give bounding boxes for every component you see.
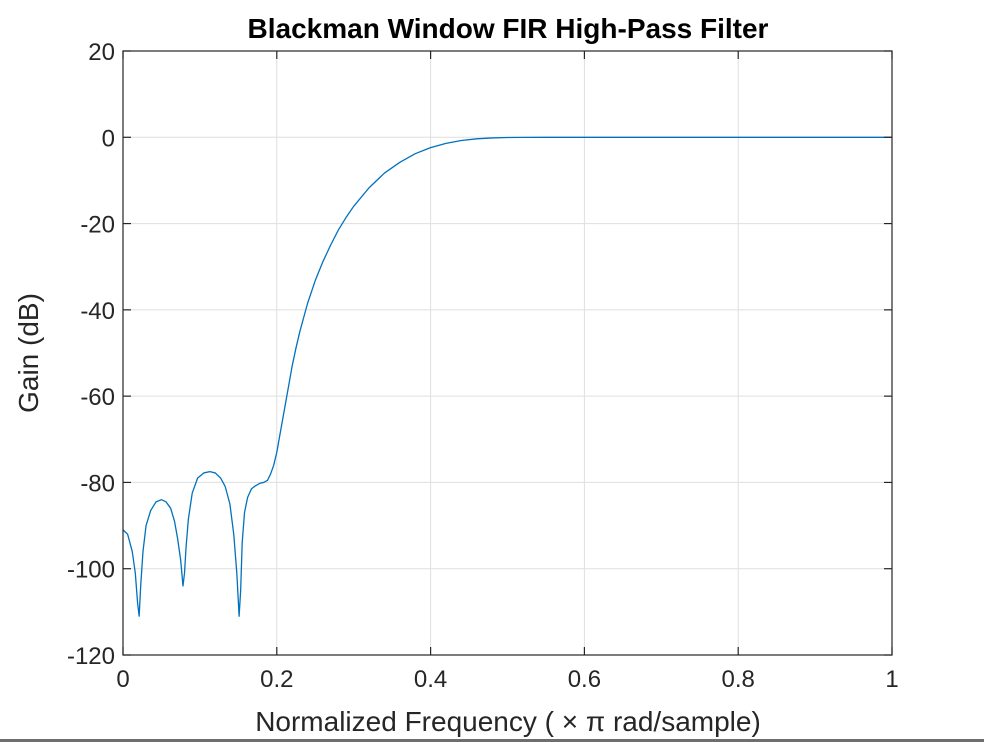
plot-area <box>123 51 892 655</box>
y-tick-label: -80 <box>80 470 115 497</box>
x-tick-label: 1 <box>885 666 898 693</box>
tick-labels: 0 0.2 0.4 0.6 0.8 1 20 0 -20 -40 -60 -80 -100 -120 <box>67 39 899 693</box>
x-tick-label: 0.8 <box>722 666 755 693</box>
window-bottom-edge <box>0 739 984 742</box>
axes-box <box>122 50 893 656</box>
series-line-gain <box>122 136 892 617</box>
y-tick-label: -40 <box>80 298 115 325</box>
x-axis-title: Normalized Frequency ( × π rad/sample) <box>255 706 761 737</box>
x-tick-label: 0.6 <box>568 666 601 693</box>
y-tick-label: 20 <box>88 39 115 66</box>
y-axis-title: Gain (dB) <box>13 293 44 413</box>
x-tick-label: 0 <box>116 666 129 693</box>
y-tick-label: -20 <box>80 212 115 239</box>
y-tick-label: -60 <box>80 384 115 411</box>
y-tick-label: -120 <box>67 643 115 670</box>
tick-marks <box>122 50 893 656</box>
x-tick-label: 0.4 <box>414 666 447 693</box>
x-tick-label: 0.2 <box>260 666 293 693</box>
series-layer <box>122 136 892 617</box>
y-tick-label: 0 <box>102 125 115 152</box>
y-tick-label: -100 <box>67 557 115 584</box>
chart-title: Blackman Window FIR High-Pass Filter <box>248 13 769 44</box>
